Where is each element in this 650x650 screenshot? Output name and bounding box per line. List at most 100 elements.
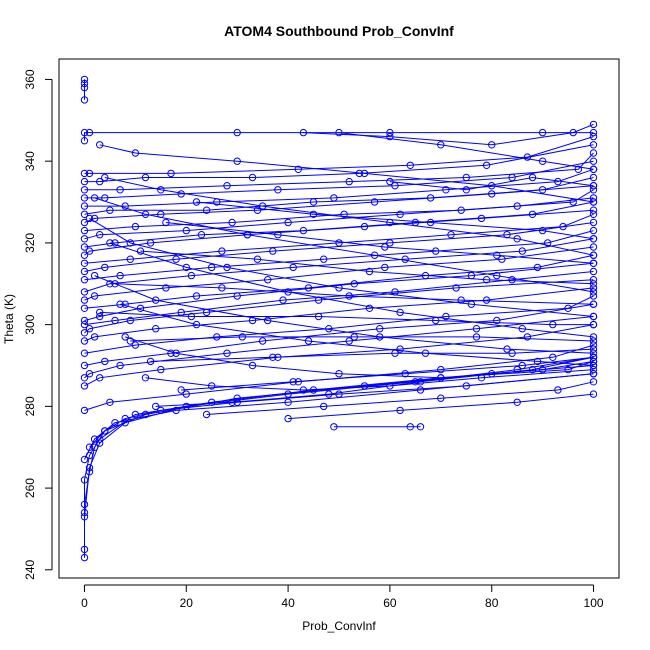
data-point xyxy=(96,308,104,317)
data-point xyxy=(106,239,114,247)
data-point xyxy=(121,419,129,427)
data-point xyxy=(589,288,598,296)
data-point xyxy=(376,325,384,333)
data-point xyxy=(167,349,175,357)
data-point xyxy=(589,357,598,366)
data-point xyxy=(80,296,89,304)
data-point xyxy=(549,353,557,361)
data-point xyxy=(80,476,89,484)
series-line xyxy=(84,303,594,366)
series-55 xyxy=(202,378,598,419)
data-point xyxy=(589,173,598,182)
data-point xyxy=(589,276,598,284)
data-point xyxy=(386,132,394,141)
data-point xyxy=(299,386,308,394)
data-point xyxy=(518,325,526,333)
series-line xyxy=(84,222,594,272)
data-point xyxy=(284,398,292,406)
data-point xyxy=(482,296,491,304)
data-point xyxy=(381,263,389,272)
data-point xyxy=(80,235,89,243)
data-point xyxy=(126,239,135,247)
data-point xyxy=(248,173,257,182)
x-tick-label: 60 xyxy=(383,596,397,610)
data-point xyxy=(335,128,343,137)
data-point xyxy=(208,263,216,272)
data-point xyxy=(233,128,241,137)
data-point xyxy=(589,194,598,202)
data-point xyxy=(538,157,547,165)
data-point xyxy=(360,169,369,178)
data-point xyxy=(264,316,272,325)
x-tick-label: 0 xyxy=(81,596,88,610)
data-point xyxy=(493,316,501,325)
series-line xyxy=(155,356,594,407)
data-point xyxy=(335,239,343,247)
data-point xyxy=(370,198,379,206)
data-point xyxy=(131,222,140,231)
data-point xyxy=(437,394,445,402)
data-point xyxy=(187,312,196,321)
data-point xyxy=(80,316,89,325)
data-point xyxy=(589,365,598,374)
data-point xyxy=(136,247,145,255)
data-point xyxy=(589,259,598,267)
data-point xyxy=(325,390,333,398)
data-point xyxy=(559,222,567,231)
data-point xyxy=(274,186,282,194)
data-point xyxy=(172,349,180,357)
data-point xyxy=(80,329,89,337)
x-tick-label: 80 xyxy=(485,596,499,610)
data-point xyxy=(121,333,129,341)
data-point xyxy=(85,169,94,178)
x-tick-label: 40 xyxy=(281,596,295,610)
data-point xyxy=(320,255,328,263)
data-point xyxy=(589,345,598,353)
data-point xyxy=(457,206,465,214)
data-point xyxy=(152,296,160,304)
data-point xyxy=(467,300,476,308)
series-line xyxy=(288,393,594,420)
data-point xyxy=(589,267,598,276)
data-point xyxy=(589,341,598,349)
data-point xyxy=(564,304,572,312)
data-point xyxy=(182,390,191,398)
data-point xyxy=(406,423,414,431)
data-point xyxy=(589,120,598,129)
data-point xyxy=(589,370,598,378)
series-line xyxy=(109,242,594,338)
y-tick-label: 320 xyxy=(23,233,37,253)
data-point xyxy=(172,406,180,415)
data-point xyxy=(80,243,89,251)
data-point xyxy=(370,251,379,259)
series-line xyxy=(125,336,594,379)
data-point xyxy=(111,316,119,325)
series-33 xyxy=(80,75,89,104)
series-line xyxy=(84,316,594,379)
series-30 xyxy=(80,141,598,186)
data-point xyxy=(192,198,201,206)
data-point xyxy=(284,218,292,227)
data-point xyxy=(426,194,435,202)
series-37 xyxy=(85,214,598,321)
series-5 xyxy=(330,423,425,431)
data-point xyxy=(223,182,231,190)
series-11 xyxy=(80,284,598,345)
data-point xyxy=(432,316,440,325)
data-point xyxy=(482,161,491,170)
series-49 xyxy=(136,247,598,288)
data-point xyxy=(90,333,99,341)
series-line xyxy=(196,201,594,240)
data-point xyxy=(523,333,532,341)
series-32 xyxy=(80,128,598,145)
series-13 xyxy=(80,267,598,329)
data-point xyxy=(85,370,94,378)
data-point xyxy=(80,251,89,259)
data-point xyxy=(106,206,114,214)
series-line xyxy=(84,168,594,207)
data-point xyxy=(396,406,404,415)
data-point xyxy=(589,186,598,194)
data-point xyxy=(101,357,109,366)
series-line xyxy=(84,160,594,199)
series-line xyxy=(114,283,594,305)
